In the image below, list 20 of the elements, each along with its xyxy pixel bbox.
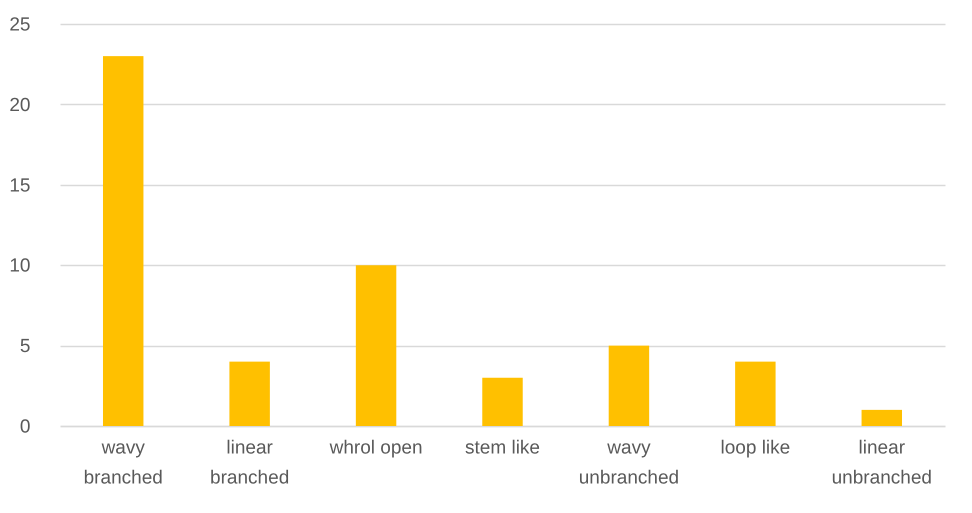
y-tick-label: 20 — [9, 94, 30, 116]
bar — [102, 56, 144, 426]
bar — [862, 410, 902, 426]
x-tick-label: whrol open — [328, 438, 423, 458]
y-tick-label: 0 — [20, 416, 30, 438]
bar — [735, 362, 776, 426]
x-tick-label: linear branched — [210, 438, 290, 488]
y-tick-label: 5 — [20, 336, 30, 358]
x-tick-label: wavy branched — [84, 438, 163, 488]
x-tick-label: wavy unbranched — [578, 438, 680, 488]
x-tick-label: linear unbranched — [832, 438, 932, 488]
bar — [608, 346, 650, 426]
y-tick-label: 10 — [9, 256, 30, 277]
bar — [229, 362, 270, 426]
y-tick-label: 25 — [9, 14, 30, 36]
bar — [356, 265, 396, 426]
x-tick-label: loop like — [720, 438, 790, 458]
y-tick-label: 15 — [9, 175, 30, 196]
x-tick-label: stem like — [465, 438, 540, 458]
bar — [482, 378, 523, 426]
